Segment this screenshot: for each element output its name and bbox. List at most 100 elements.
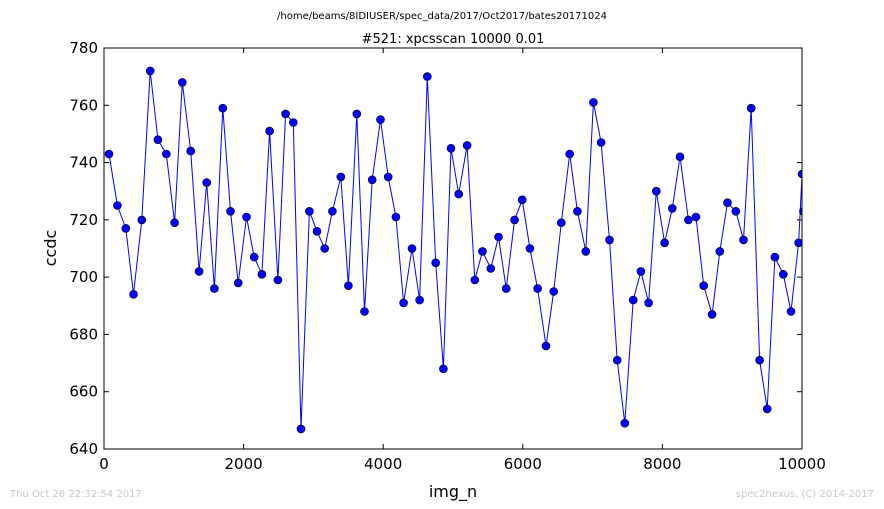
data-point	[684, 215, 693, 225]
y-tick-label: 780	[69, 39, 98, 57]
data-point	[525, 244, 535, 253]
data-point	[439, 364, 448, 374]
data-point	[265, 126, 274, 136]
y-tick-label: 680	[69, 325, 98, 343]
data-point	[121, 224, 131, 233]
data-point	[446, 144, 456, 153]
data-point	[786, 307, 796, 316]
y-tick-label: 740	[69, 154, 98, 172]
data-point	[667, 204, 677, 213]
data-point	[113, 201, 122, 210]
data-point	[723, 198, 732, 207]
data-point	[589, 98, 598, 107]
data-point	[541, 341, 551, 351]
data-point	[352, 109, 362, 119]
data-point	[137, 215, 147, 225]
plot-frame	[103, 47, 803, 450]
data-point	[510, 215, 519, 225]
y-tick-label: 640	[69, 440, 98, 458]
data-point	[178, 78, 187, 87]
data-point	[454, 189, 464, 199]
x-tick-label: 8000	[643, 455, 681, 473]
data-point	[399, 298, 408, 308]
data-point	[153, 135, 163, 144]
data-point	[226, 207, 235, 216]
data-point	[218, 103, 228, 113]
data-point	[573, 207, 582, 216]
x-axis-label: img_n	[429, 482, 477, 502]
data-point	[383, 172, 393, 182]
data-point	[249, 252, 259, 262]
data-point	[549, 287, 559, 296]
data-point	[257, 269, 267, 279]
series-line	[108, 70, 802, 429]
data-point	[612, 355, 622, 365]
data-point	[799, 207, 802, 216]
data-point	[328, 207, 337, 216]
data-point	[186, 146, 195, 156]
data-point	[628, 295, 638, 305]
data-point	[797, 169, 802, 179]
data-point	[517, 195, 527, 205]
y-tick-label: 660	[69, 383, 98, 401]
data-point	[376, 115, 385, 124]
data-point	[470, 275, 480, 285]
data-point	[620, 418, 630, 428]
y-tick-label: 760	[69, 96, 98, 114]
data-point	[233, 278, 243, 288]
data-point	[407, 244, 417, 253]
x-tick-label: 10000	[778, 455, 826, 473]
data-point	[129, 289, 138, 299]
data-point	[312, 227, 322, 236]
footer-credit: spec2nexus, (C) 2014-2017	[735, 489, 874, 500]
footer-timestamp: Thu Oct 26 22:32:54 2017	[10, 489, 142, 500]
data-point	[162, 149, 171, 159]
data-point	[367, 175, 377, 185]
data-point	[533, 284, 542, 293]
x-tick-label: 2000	[225, 455, 263, 473]
data-point	[145, 66, 155, 76]
data-point	[104, 149, 114, 159]
data-point	[762, 404, 772, 414]
data-point	[739, 235, 748, 245]
data-point	[431, 258, 441, 268]
x-tick-label: 0	[99, 455, 109, 473]
data-point	[281, 109, 290, 119]
x-tick-label: 6000	[504, 455, 542, 473]
data-point	[344, 281, 353, 291]
series-group	[104, 66, 802, 434]
data-point	[565, 149, 575, 159]
data-point	[605, 235, 614, 245]
y-tick-label: 720	[69, 211, 98, 229]
data-point	[707, 310, 717, 319]
data-point	[636, 267, 646, 276]
data-point	[360, 307, 369, 316]
data-point	[170, 218, 179, 227]
data-point	[651, 186, 661, 196]
data-point	[755, 355, 764, 365]
data-point	[415, 295, 424, 305]
data-point	[660, 238, 669, 248]
data-point	[715, 247, 725, 256]
data-point	[501, 284, 511, 293]
data-point	[422, 72, 432, 81]
data-point	[596, 138, 606, 147]
data-point	[478, 247, 487, 256]
data-point	[699, 281, 709, 291]
data-point	[675, 152, 685, 162]
y-tick-label: 700	[69, 268, 98, 286]
data-point	[320, 244, 330, 253]
path-title: /home/beams/8IDIUSER/spec_data/2017/Oct2…	[277, 11, 607, 22]
data-point	[305, 207, 314, 216]
data-point	[391, 212, 401, 222]
data-point	[691, 212, 701, 222]
data-point	[494, 232, 503, 242]
data-point	[202, 178, 211, 187]
data-point	[210, 284, 219, 293]
y-axis-label: ccdc	[41, 230, 60, 267]
data-point	[242, 212, 251, 222]
data-point	[731, 207, 741, 216]
data-point	[462, 141, 472, 150]
data-point	[778, 269, 788, 279]
